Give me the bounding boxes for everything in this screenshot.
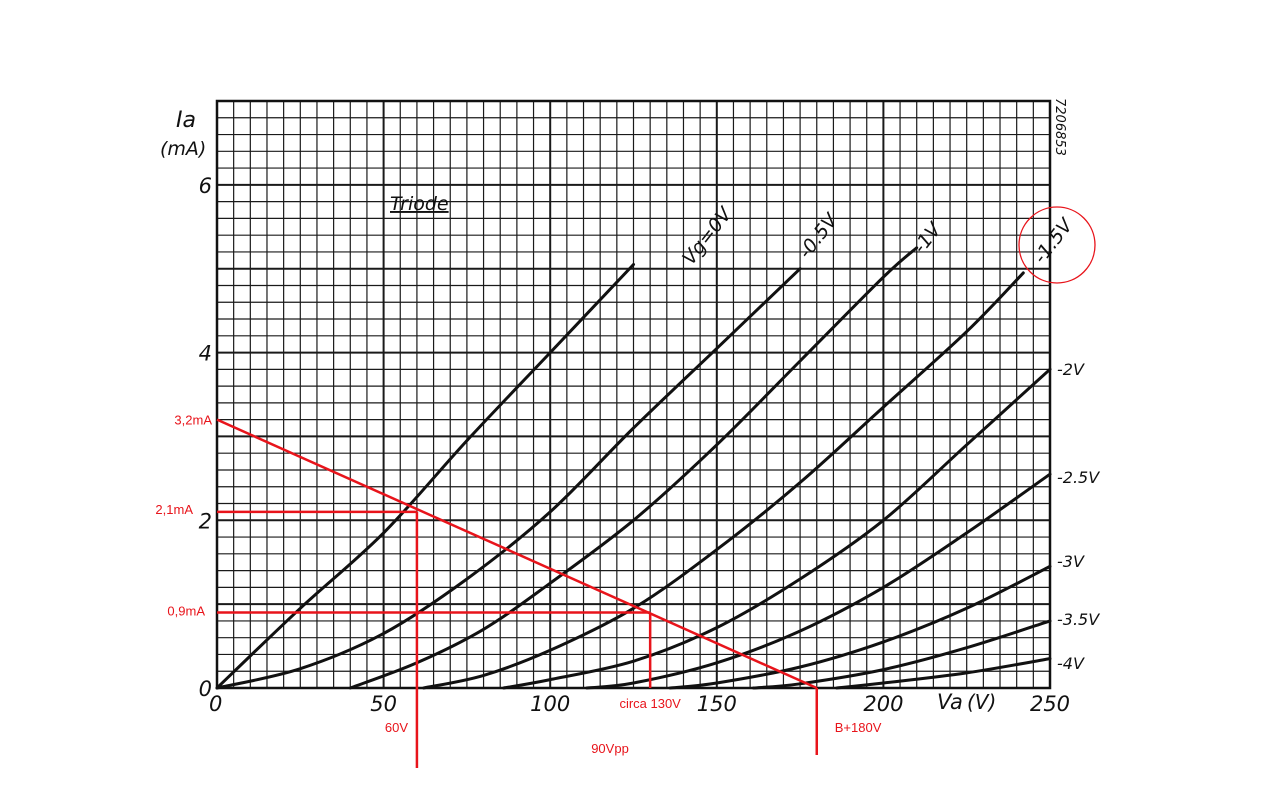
x-tick-label: 50 — [370, 692, 397, 716]
labels: Ia (mA) Va (V) Triode 7206853 — [160, 98, 1067, 714]
highlight-circle — [1018, 206, 1096, 284]
y-tick-label: 2 — [199, 509, 212, 533]
load-line — [216, 418, 818, 690]
series-label: -2.5V — [1057, 468, 1100, 487]
current-label-high: 2,1mA — [155, 502, 193, 517]
curve-line — [215, 267, 802, 690]
x-tick-label: 200 — [863, 692, 903, 716]
current-label-low: 0,9mA — [167, 604, 205, 619]
supply-label: B+180V — [835, 720, 882, 735]
curve-line — [585, 472, 1052, 690]
x-tick-label: 100 — [530, 692, 570, 716]
figure-code: 7206853 — [1052, 98, 1067, 156]
curve-line — [668, 564, 1052, 690]
plot-frame — [215, 99, 1052, 690]
current-label-start: 3,2mA — [174, 413, 212, 428]
y-tick-label: 4 — [199, 342, 212, 366]
series-label: -1.5V — [1029, 213, 1078, 268]
swing-label: 90Vpp — [591, 741, 629, 756]
series-label: -3.5V — [1057, 610, 1100, 629]
series-label: -4V — [1057, 654, 1085, 673]
x-axis-unit: (V) — [967, 690, 996, 714]
series-label: -3V — [1057, 552, 1085, 571]
series-label: -2V — [1057, 360, 1085, 379]
curve-line — [835, 657, 1052, 690]
curve-line — [752, 619, 1052, 690]
y-axis-symbol: Ia — [176, 108, 196, 133]
y-tick-label: 6 — [199, 174, 212, 198]
x-tick-label: 150 — [697, 692, 737, 716]
curves — [215, 246, 1052, 690]
curve-line — [422, 271, 1025, 690]
chart-title: Triode — [390, 193, 449, 215]
grid — [217, 101, 1050, 688]
x-axis-symbol: Va — [937, 690, 963, 714]
curve-line — [502, 367, 1052, 690]
y-tick-label: 0 — [199, 677, 212, 701]
voltage-label-high: circa 130V — [619, 696, 681, 711]
voltage-label-low: 60V — [385, 720, 408, 735]
curve-line — [215, 263, 635, 690]
x-tick-label: 250 — [1030, 692, 1070, 716]
curve-line — [348, 246, 919, 690]
x-tick-label: 0 — [209, 692, 222, 716]
y-axis-unit: (mA) — [160, 138, 206, 160]
